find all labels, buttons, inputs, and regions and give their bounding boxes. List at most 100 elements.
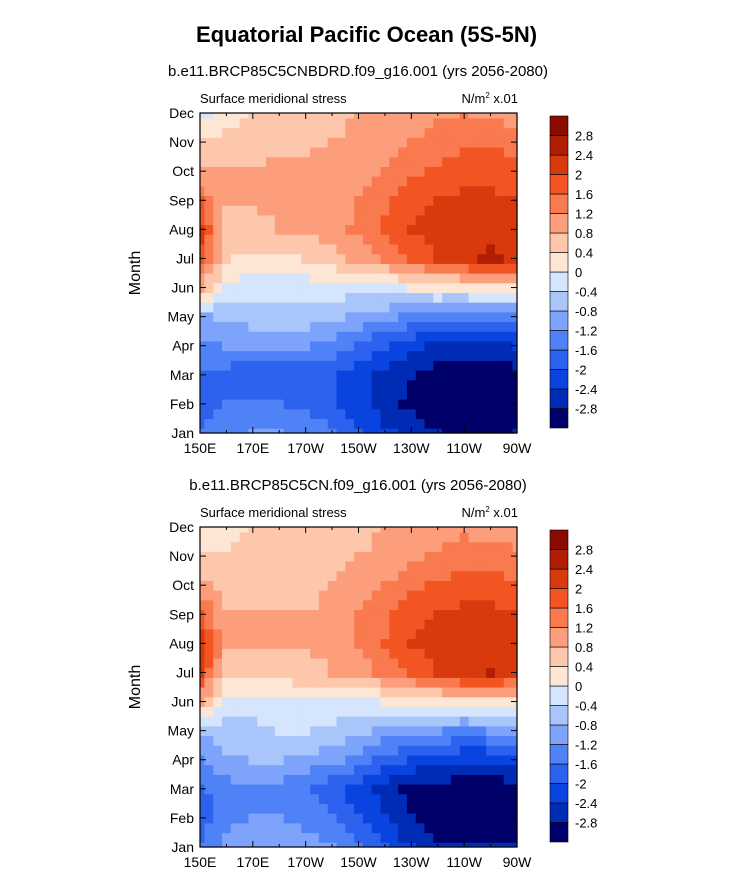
heatmap-cell xyxy=(424,408,434,420)
heatmap-cell xyxy=(266,369,276,381)
y-axis-label: Month xyxy=(127,251,144,295)
heatmap-cell xyxy=(310,667,320,678)
heatmap-cell xyxy=(415,706,426,717)
heatmap-cell xyxy=(486,813,496,824)
heatmap-cell xyxy=(380,360,390,371)
heatmap-cell xyxy=(477,813,487,824)
heatmap-cell xyxy=(230,360,241,371)
heatmap-cell xyxy=(380,243,390,255)
heatmap-cell xyxy=(415,725,426,737)
heatmap-cell xyxy=(301,793,311,804)
heatmap-cell xyxy=(424,842,434,848)
heatmap-cell xyxy=(512,716,518,727)
heatmap-cell xyxy=(327,273,338,284)
heatmap-cell xyxy=(257,350,267,361)
heatmap-cell xyxy=(266,570,276,581)
heatmap-cell xyxy=(398,176,408,187)
heatmap-cell xyxy=(459,657,470,669)
heatmap-cell xyxy=(398,195,408,206)
heatmap-cell xyxy=(318,638,329,649)
heatmap-cell xyxy=(213,842,223,848)
heatmap-cell xyxy=(336,156,346,167)
heatmap-cell xyxy=(406,379,417,390)
heatmap-cell xyxy=(450,590,461,601)
heatmap-cell xyxy=(213,176,223,187)
heatmap-cell xyxy=(354,399,364,410)
heatmap-cell xyxy=(336,205,346,216)
heatmap-cell xyxy=(336,185,346,197)
heatmap-cell xyxy=(213,253,223,264)
heatmap-cell xyxy=(450,166,461,177)
heatmap-cell xyxy=(362,156,373,167)
heatmap-cell xyxy=(459,609,470,620)
heatmap-cell xyxy=(494,292,505,303)
heatmap-cell xyxy=(477,551,487,562)
heatmap-cell xyxy=(494,667,505,678)
heatmap-cell xyxy=(371,793,382,804)
heatmap-cell xyxy=(442,735,452,746)
heatmap-cell xyxy=(318,137,329,148)
heatmap-cell xyxy=(380,619,390,630)
heatmap-cell xyxy=(204,551,214,562)
heatmap-cell xyxy=(389,234,399,245)
heatmap-cell xyxy=(477,628,487,640)
heatmap-cell xyxy=(442,754,452,766)
heatmap-cell xyxy=(222,263,232,274)
heatmap-cell xyxy=(200,408,205,420)
heatmap-cell xyxy=(389,725,399,737)
heatmap-cell xyxy=(345,156,355,167)
heatmap-cell xyxy=(204,156,214,167)
heatmap-cell xyxy=(406,253,417,264)
heatmap-cell xyxy=(292,716,302,727)
heatmap-cell xyxy=(257,609,267,620)
heatmap-cell xyxy=(204,137,214,148)
heatmap-cell xyxy=(248,725,258,737)
heatmap-cell xyxy=(477,113,487,119)
heatmap-cell xyxy=(318,117,329,129)
x-tick-label: 150E xyxy=(184,440,217,456)
heatmap-cell xyxy=(468,560,478,572)
heatmap-cell xyxy=(494,599,505,611)
heatmap-cell xyxy=(415,176,426,187)
heatmap-cell xyxy=(200,379,205,390)
heatmap-cell xyxy=(424,176,434,187)
heatmap-cell xyxy=(406,677,417,688)
heatmap-cell xyxy=(477,408,487,420)
heatmap-cell xyxy=(406,822,417,834)
heatmap-cell xyxy=(442,321,452,332)
heatmap-cell xyxy=(371,282,382,293)
heatmap-cell xyxy=(222,570,232,581)
heatmap-cell xyxy=(442,677,452,688)
heatmap-cell xyxy=(389,667,399,678)
heatmap-cell xyxy=(459,638,470,649)
heatmap-cell xyxy=(327,369,338,381)
heatmap-cell xyxy=(222,735,232,746)
heatmap-cell xyxy=(248,389,258,400)
heatmap-cell xyxy=(486,667,496,678)
heatmap-cell xyxy=(200,331,205,342)
heatmap-cell xyxy=(301,687,311,698)
heatmap-cell xyxy=(486,657,496,669)
heatmap-cell xyxy=(354,803,364,814)
heatmap-cell xyxy=(512,832,518,843)
heatmap-cell xyxy=(415,408,426,420)
heatmap-cell xyxy=(362,253,373,264)
heatmap-cell xyxy=(503,716,514,727)
heatmap-cell xyxy=(494,117,505,129)
colorbar-swatch xyxy=(549,408,569,429)
heatmap-cell xyxy=(239,127,250,138)
heatmap-cell xyxy=(301,541,311,552)
heatmap-cell xyxy=(222,560,232,572)
heatmap-cell xyxy=(318,113,329,119)
heatmap-cell xyxy=(371,428,382,434)
heatmap-cell xyxy=(362,127,373,138)
heatmap-cell xyxy=(200,360,205,371)
heatmap-cell xyxy=(468,166,478,177)
heatmap-cell xyxy=(213,113,223,119)
heatmap-cell xyxy=(477,716,487,727)
y-tick-label: Apr xyxy=(172,338,194,354)
heatmap-cell xyxy=(380,560,390,572)
heatmap-cell xyxy=(362,224,373,235)
heatmap-cell xyxy=(450,205,461,216)
heatmap-cell xyxy=(362,764,373,775)
